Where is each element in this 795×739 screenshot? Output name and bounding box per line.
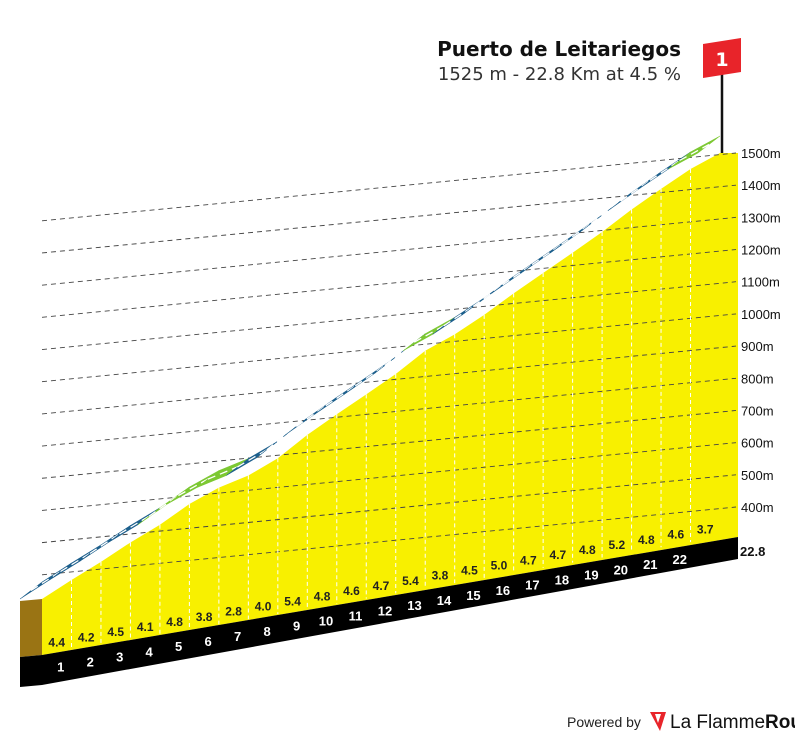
y-tick-label: 1500m [741, 146, 781, 161]
km-label-10: 10 [319, 614, 333, 629]
km-label-18: 18 [555, 573, 569, 588]
road-centerline [60, 552, 91, 573]
powered-by-footer: Powered by La FlammeRouge [567, 712, 795, 733]
km-label-8: 8 [263, 624, 270, 639]
gradient-label: 4.8 [166, 615, 183, 629]
y-tick-label: 500m [741, 468, 774, 483]
km-label-22: 22 [673, 552, 687, 567]
gradient-label: 4.0 [255, 600, 272, 614]
profile-side-face [20, 599, 42, 657]
total-distance-label: 22.8 [740, 544, 765, 559]
km-band [20, 537, 738, 687]
road-centerline [237, 449, 268, 468]
y-tick-label: 900m [741, 339, 774, 354]
brand-name-part2: Rouge [765, 712, 795, 733]
km-label-9: 9 [293, 619, 300, 634]
brand-name-part1: La Flamme [670, 712, 765, 733]
km-label-19: 19 [584, 567, 598, 582]
y-tick-label: 1400m [741, 178, 781, 193]
km-label-13: 13 [407, 598, 421, 613]
km-label-5: 5 [175, 639, 182, 654]
road-centerline [178, 478, 209, 497]
gradient-label: 5.0 [491, 558, 508, 572]
gradient-label: 4.5 [107, 625, 124, 639]
gradient-label: 3.8 [196, 610, 213, 624]
km-label-11: 11 [349, 608, 363, 623]
road-centerline [295, 405, 327, 427]
km-label-20: 20 [614, 562, 628, 577]
gradient-label: 5.4 [284, 594, 301, 608]
summit-flag-banner [703, 38, 741, 78]
road-centerline [679, 143, 710, 162]
km-label-14: 14 [437, 593, 452, 608]
road-centerline [561, 222, 592, 245]
svg-text:La FlammeRouge: La FlammeRouge [670, 712, 795, 733]
y-tick-label: 600m [741, 436, 774, 451]
y-tick-label: 1300m [741, 210, 781, 225]
gradient-label: 4.2 [78, 630, 95, 644]
km-label-2: 2 [87, 655, 94, 670]
climb-subtitle: 1525 m - 22.8 Km at 4.5 % [438, 64, 681, 85]
gradient-label: 5.4 [402, 574, 419, 588]
gradient-label: 3.8 [432, 569, 449, 583]
road-centerline [620, 179, 651, 202]
gradient-label: 4.8 [314, 589, 331, 603]
gradient-label: 4.1 [137, 620, 154, 634]
km-label-17: 17 [525, 578, 539, 593]
gradient-label: 4.6 [667, 528, 684, 542]
gradient-label: 4.8 [579, 543, 596, 557]
y-tick-label: 800m [741, 371, 774, 386]
km-label-7: 7 [234, 629, 241, 644]
gradient-label: 2.8 [225, 605, 242, 619]
road-centerline [89, 533, 120, 554]
powered-by-text: Powered by [567, 714, 641, 730]
road-centerline [649, 159, 680, 181]
gradient-label: 4.7 [520, 553, 537, 567]
km-label-1: 1 [57, 660, 64, 675]
summit-marker-label: 1 [715, 49, 728, 71]
gradient-label: 4.8 [638, 533, 655, 547]
km-base-band [20, 537, 738, 687]
km-label-4: 4 [146, 644, 154, 659]
y-tick-label: 1100m [741, 275, 780, 290]
gradient-label: 4.6 [343, 584, 360, 598]
km-label-21: 21 [643, 557, 657, 572]
road-centerline [325, 385, 356, 407]
gradient-label: 3.7 [697, 523, 714, 537]
road-centerline [207, 466, 238, 480]
road-centerline [148, 494, 179, 517]
gradient-label: 4.5 [461, 564, 478, 578]
y-tick-label: 1200m [741, 243, 781, 258]
km-label-3: 3 [116, 649, 123, 664]
km-label-15: 15 [466, 588, 480, 603]
road-centerline [531, 243, 562, 266]
km-dividers [70, 168, 692, 650]
km-label-16: 16 [496, 583, 510, 598]
y-tick-label: 400m [741, 500, 774, 515]
road-centerline [119, 515, 150, 535]
profile-body [20, 153, 738, 657]
profile-area [42, 153, 738, 655]
gradient-label: 5.2 [608, 538, 625, 552]
road-centerline [30, 570, 61, 592]
gradient-label: 4.4 [48, 635, 65, 649]
profile-labels: 1500m1400m1300m1200m1100m1000m900m800m70… [48, 146, 780, 675]
climb-title: Puerto de Leitariegos [437, 37, 681, 61]
gradient-label: 4.7 [550, 548, 567, 562]
road-surface [19, 135, 721, 600]
km-label-6: 6 [205, 634, 212, 649]
gradient-label: 4.7 [373, 579, 390, 593]
y-tick-label: 1000m [741, 307, 781, 322]
road-centerline [413, 325, 445, 343]
km-label-12: 12 [378, 603, 392, 618]
road-centerline [502, 263, 533, 286]
y-tick-label: 700m [741, 403, 774, 418]
summit-flag: 1 [703, 38, 741, 153]
road-centerline [443, 305, 474, 327]
